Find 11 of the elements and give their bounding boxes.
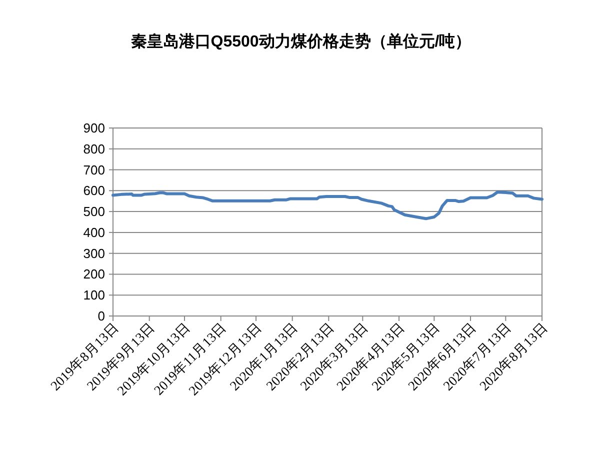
y-tick-label: 100: [83, 288, 105, 303]
y-tick-label: 800: [83, 141, 105, 156]
y-tick-label: 700: [83, 162, 105, 178]
y-tick-label: 0: [98, 308, 105, 324]
y-tick-label: 600: [83, 183, 105, 198]
y-tick-label: 900: [83, 120, 105, 136]
y-tick-label: 300: [83, 246, 105, 261]
y-tick-label: 200: [83, 266, 105, 282]
y-tick-label: 500: [83, 204, 105, 220]
y-tick-label: 400: [83, 224, 105, 240]
title: 秦皇岛港口Q5500动力煤价格走势（单位元/吨）: [130, 34, 472, 50]
